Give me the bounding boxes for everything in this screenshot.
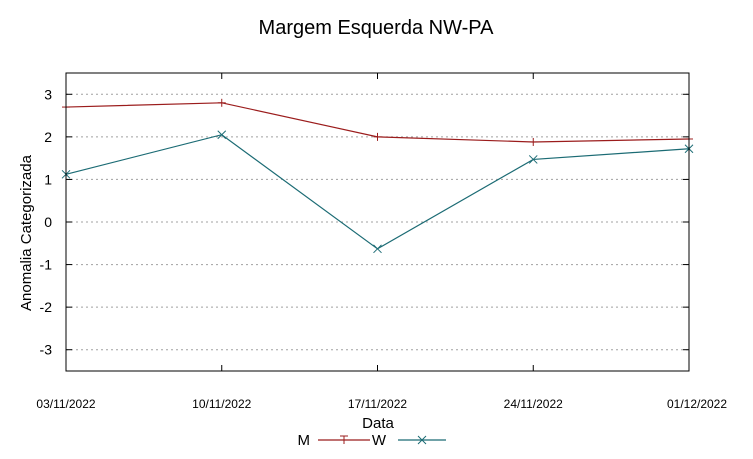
legend-marker-m [340, 435, 348, 444]
data-point [217, 130, 227, 140]
y-axis-label: Anomalia Categorizada [18, 154, 35, 311]
series-w [61, 130, 694, 254]
legend-label-m: M [298, 432, 311, 449]
data-point [217, 98, 226, 107]
x-tick-label: 10/11/2022 [192, 397, 251, 411]
y-tick-label: 1 [44, 171, 52, 187]
x-axis-label: Data [362, 415, 394, 432]
legend-label-w: W [372, 432, 387, 449]
y-tick-label: -2 [40, 299, 53, 315]
plot-frame [65, 72, 690, 372]
legend-marker-w [417, 435, 427, 445]
x-tick-label: 03/11/2022 [36, 397, 95, 411]
data-point [373, 132, 382, 141]
y-tick-label: 0 [44, 214, 52, 230]
series-m [62, 98, 693, 146]
x-tick-label: 24/11/2022 [504, 397, 563, 411]
grid-lines [66, 93, 689, 351]
data-point [528, 155, 538, 164]
x-tick-label: 17/11/2022 [348, 397, 407, 411]
y-tick-label: -3 [40, 342, 53, 358]
series-lines [61, 98, 694, 254]
x-tick-label: 01/12/2022 [667, 397, 727, 411]
series-line-w [65, 134, 690, 250]
y-tick-label: 2 [44, 129, 52, 145]
y-tick-label: -1 [40, 257, 53, 273]
legend: M W [298, 432, 446, 449]
chart-title: Margem Esquerda NW-PA [259, 17, 495, 39]
y-tick-label: 3 [44, 86, 52, 102]
x-axis-ticks: 03/11/2022 10/11/2022 17/11/2022 24/11/2022… [36, 73, 727, 411]
data-point [373, 244, 382, 254]
data-point [529, 137, 538, 146]
y-axis-ticks: 3 2 1 0 -1 -2 -3 [40, 86, 689, 358]
